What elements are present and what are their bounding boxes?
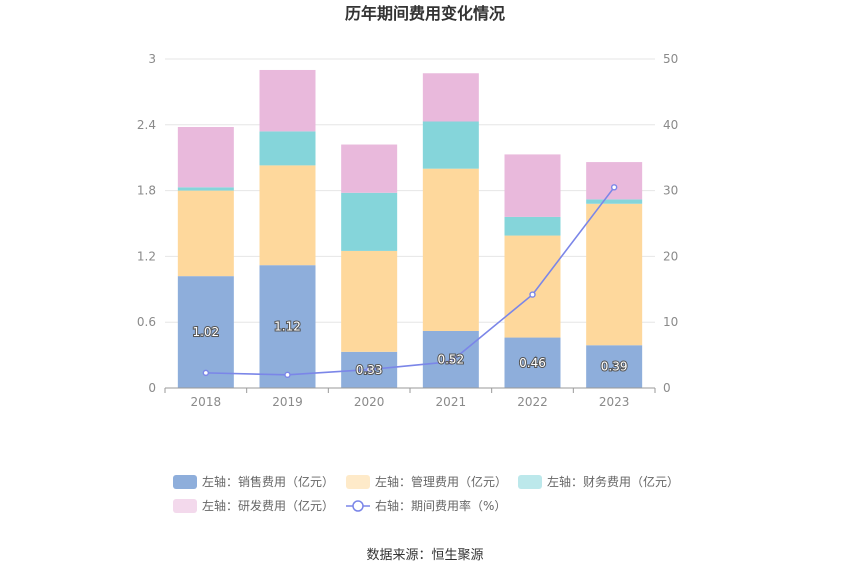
legend-label: 右轴：期间费用率（%） bbox=[375, 498, 506, 513]
bar-data-label: 1.12 bbox=[274, 320, 301, 334]
source-text: 数据来源：恒生聚源 bbox=[366, 548, 483, 563]
bar-segment bbox=[177, 276, 234, 388]
legend-label: 左轴：管理费用（亿元） bbox=[375, 474, 507, 489]
bar-data-label: 0.33 bbox=[356, 363, 383, 377]
bar-segment bbox=[586, 203, 643, 346]
line-path bbox=[205, 186, 615, 376]
y-right-tick-label: 40 bbox=[663, 118, 678, 132]
x-tick-label: 2022 bbox=[517, 395, 548, 409]
bar-segment bbox=[341, 192, 398, 251]
y-right-tick-label: 0 bbox=[663, 381, 671, 395]
legend-label: 左轴：研发费用（亿元） bbox=[202, 498, 334, 513]
bar-segment bbox=[177, 190, 234, 277]
bar-segment bbox=[586, 162, 643, 200]
axes: 0 0 0.6 10 1.2 20 1.8 30 2.4 40 3 50 2018 2019 2020 202… bbox=[137, 52, 678, 409]
y-left-tick-label: 1.8 bbox=[137, 184, 156, 198]
line-point bbox=[610, 184, 618, 191]
legend-label: 左轴：销售费用（亿元） bbox=[202, 474, 334, 489]
legend-swatch bbox=[173, 475, 197, 489]
bar-segment bbox=[259, 165, 316, 266]
x-tick-label: 2020 bbox=[354, 395, 385, 409]
line-series bbox=[202, 184, 618, 379]
legend-line-marker bbox=[352, 500, 364, 512]
x-tick-label: 2018 bbox=[191, 395, 222, 409]
bar-data-label: 0.46 bbox=[519, 356, 546, 370]
bar-segment bbox=[259, 131, 316, 166]
bar-segment bbox=[504, 235, 561, 338]
line-point bbox=[529, 291, 536, 298]
bar-data-label: 1.02 bbox=[192, 325, 219, 339]
y-right-tick-label: 10 bbox=[663, 315, 678, 329]
y-left-tick-label: 0.6 bbox=[137, 315, 156, 329]
line-point bbox=[447, 358, 455, 365]
bar-data-label: 0.39 bbox=[601, 360, 628, 374]
line-point bbox=[365, 366, 373, 373]
legend-swatch bbox=[518, 475, 542, 489]
y-right-tick-label: 50 bbox=[663, 52, 678, 66]
grid bbox=[165, 58, 655, 323]
bar-segment bbox=[177, 126, 234, 188]
y-right-tick-label: 20 bbox=[663, 249, 678, 263]
chart-title: 历年期间费用变化情况 bbox=[345, 4, 505, 23]
legend: 左轴：销售费用（亿元） 左轴：管理费用（亿元） 左轴：财务费用（亿元） 左轴：研发费用… bbox=[173, 474, 679, 513]
line-point bbox=[284, 371, 291, 379]
bar-segment bbox=[177, 187, 234, 191]
y-left-tick-label: 3 bbox=[148, 52, 156, 66]
bar-segment bbox=[422, 168, 479, 331]
bar-segment bbox=[504, 154, 561, 217]
y-left-tick-label: 2.4 bbox=[137, 118, 156, 132]
x-tick-label: 2021 bbox=[436, 395, 467, 409]
bar-data-label: 0.52 bbox=[437, 352, 464, 366]
y-left-tick-label: 1.2 bbox=[137, 249, 156, 263]
legend-swatch bbox=[346, 475, 370, 489]
bar-segment bbox=[504, 337, 561, 388]
legend-swatch bbox=[173, 499, 197, 513]
bar-segment bbox=[422, 121, 479, 169]
bar-segment bbox=[586, 345, 643, 388]
x-tick-label: 2023 bbox=[599, 395, 630, 409]
y-right-tick-label: 30 bbox=[663, 184, 678, 198]
bar-segment bbox=[259, 265, 316, 388]
bar-segment bbox=[422, 73, 479, 122]
bars bbox=[177, 69, 643, 388]
bar-segment bbox=[586, 199, 643, 204]
line-point bbox=[202, 369, 210, 377]
bar-segment bbox=[341, 144, 398, 193]
y-left-tick-label: 0 bbox=[148, 381, 156, 395]
bar-segment bbox=[341, 250, 398, 352]
bar-labels: 1.02 1.12 0.33 0.52 0.46 0.39 bbox=[191, 319, 628, 378]
x-tick-label: 2019 bbox=[272, 395, 303, 409]
bar-segment bbox=[504, 216, 561, 236]
bar-segment bbox=[259, 69, 316, 132]
legend-label: 左轴：财务费用（亿元） bbox=[547, 474, 679, 489]
